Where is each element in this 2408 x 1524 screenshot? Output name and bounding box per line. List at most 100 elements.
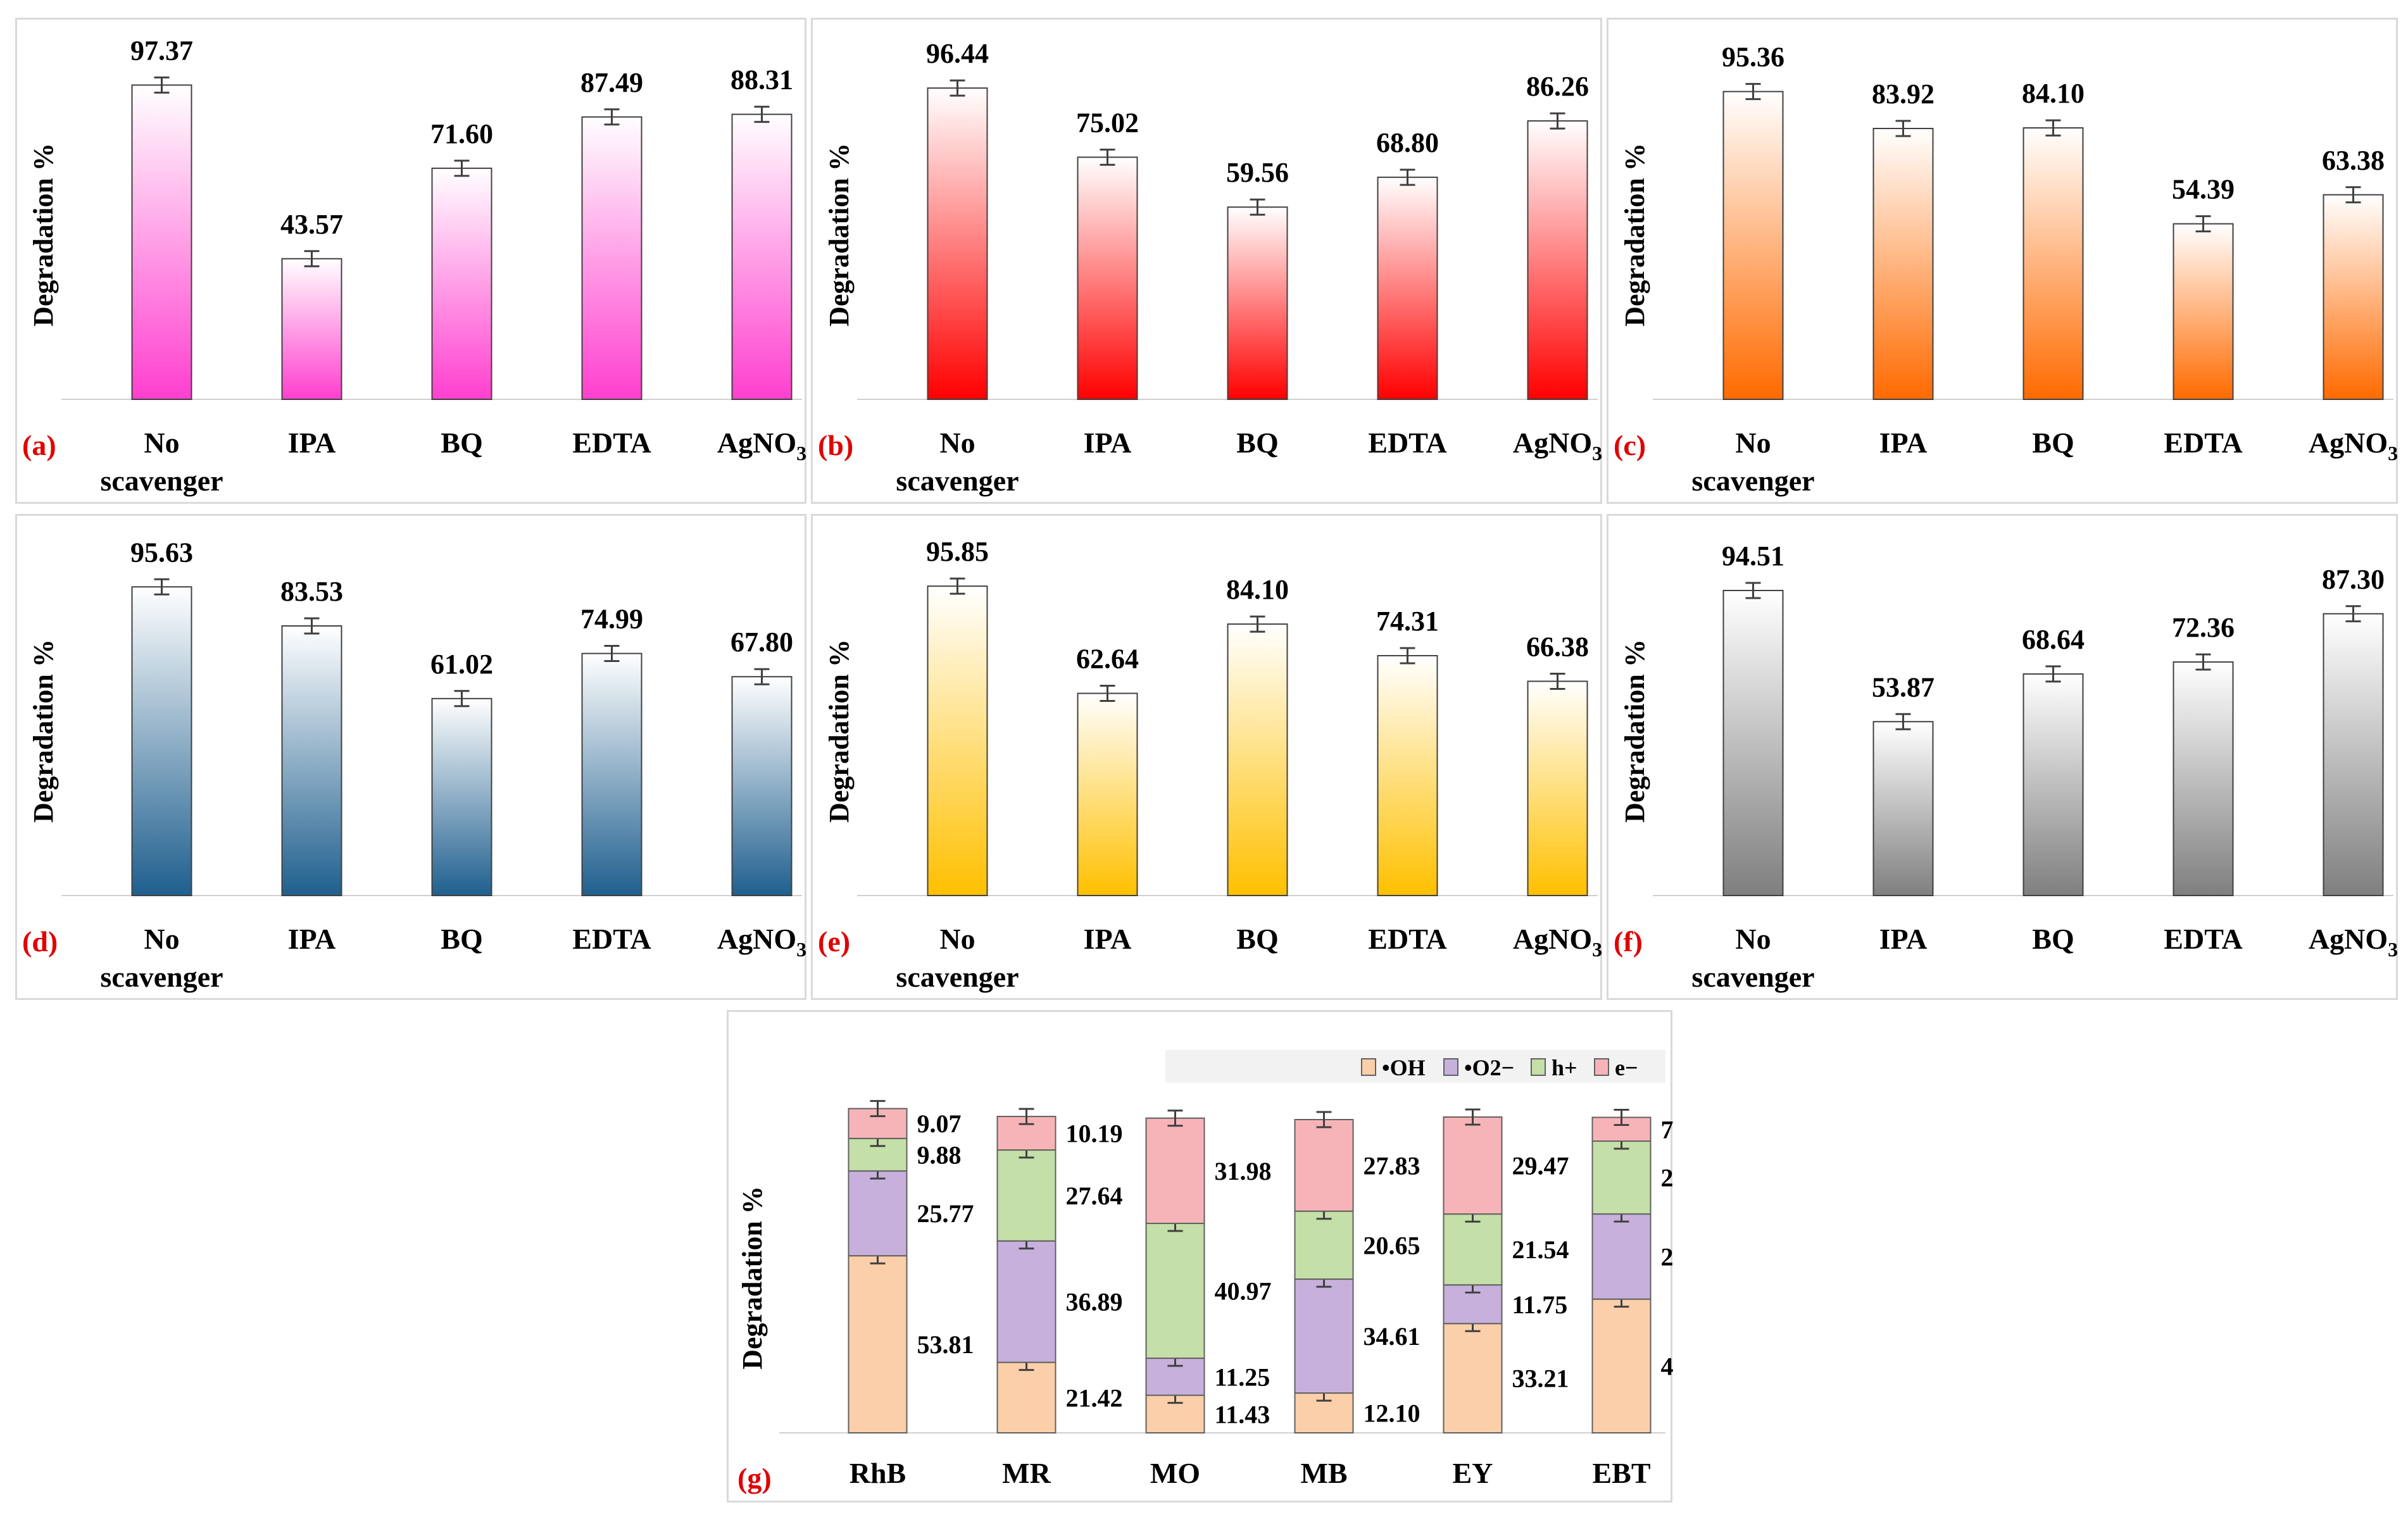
panel-d: Degradation % 95.63 No scavenger 83.53 IPA 61.…: [15, 514, 806, 1000]
legend-label-h: h+: [1552, 1055, 1577, 1080]
data-label-h-EBT: 22.14: [1661, 1164, 1675, 1192]
segment-h-MB: [1294, 1210, 1354, 1280]
chart-f: Degradation % 94.51 No scavenger 53.87 IPA 68.…: [1614, 540, 2398, 993]
tick-label-RhB: RhB: [850, 1457, 906, 1489]
legend-background: [1165, 1050, 1665, 1083]
segment-OH-RhB: [848, 1255, 908, 1433]
error-bar-e_minus-EY: [1465, 1108, 1481, 1126]
data-label-4: 74.31: [1376, 606, 1439, 637]
bar-1: [131, 84, 192, 401]
tick-label-1: No: [939, 923, 975, 955]
data-label-1: 97.37: [130, 35, 193, 66]
data-label-1: 94.51: [1722, 540, 1784, 572]
bar-3: [1227, 206, 1288, 400]
data-label-4: 54.39: [2172, 174, 2235, 205]
error-bar-5: [754, 668, 770, 685]
legend-label-O2: •O2−: [1464, 1055, 1514, 1080]
bar-1: [1722, 589, 1784, 897]
data-label-OH-RhB: 53.81: [917, 1330, 974, 1359]
error-bar-e_minus-MO: [1167, 1109, 1183, 1127]
bar-2: [1077, 156, 1138, 400]
tick-label-4: EDTA: [1368, 923, 1446, 955]
error-bar-1: [154, 76, 170, 94]
error-bar-2: [1895, 713, 1911, 730]
tick-label-1-line2: scavenger: [100, 961, 223, 993]
data-label-e_minus-MR: 10.19: [1066, 1120, 1123, 1148]
error-bar-1: [1745, 582, 1761, 599]
bar-1: [927, 585, 988, 896]
tick-label-2: IPA: [1084, 427, 1132, 459]
data-label-3: 68.64: [2022, 624, 2085, 655]
data-label-e_minus-EY: 29.47: [1512, 1152, 1569, 1180]
tick-label-4: EDTA: [572, 427, 651, 459]
data-label-5: 88.31: [731, 65, 793, 96]
tick-label-3: BQ: [1236, 923, 1278, 955]
data-label-OH-EY: 33.21: [1512, 1365, 1569, 1393]
tick-label-1: No: [144, 427, 179, 459]
error-bar-3: [2045, 119, 2061, 137]
bar-3: [431, 167, 492, 400]
tick-label-1: No: [939, 427, 975, 459]
segment-e_minus-EY: [1443, 1116, 1503, 1215]
data-label-2: 62.64: [1076, 644, 1139, 675]
segment-OH-EBT: [1591, 1298, 1652, 1433]
tick-label-5: AgNO3: [1513, 427, 1602, 465]
data-label-e_minus-EBT: 7.21: [1661, 1115, 1675, 1144]
data-label-3: 71.60: [430, 118, 493, 149]
data-label-1: 95.85: [926, 536, 989, 567]
tick-label-2: IPA: [1879, 427, 1928, 459]
bar-4: [2173, 661, 2234, 897]
data-label-3: 84.10: [1226, 574, 1289, 605]
bar-1: [1722, 91, 1784, 400]
bar-3: [431, 697, 492, 896]
error-bar-3: [454, 690, 470, 708]
tick-label-MO: MO: [1150, 1457, 1200, 1489]
data-label-h-RhB: 9.88: [917, 1140, 962, 1169]
error-bar-4: [604, 645, 620, 663]
segment-e_minus-MB: [1294, 1119, 1354, 1212]
bar-2: [1077, 692, 1138, 896]
tick-label-1-line2: scavenger: [1691, 465, 1814, 497]
error-bar-5: [1550, 672, 1565, 690]
data-label-OH-MR: 21.42: [1066, 1383, 1123, 1412]
data-label-1: 95.36: [1722, 42, 1784, 73]
error-bar-3: [1250, 615, 1265, 633]
data-label-3: 84.10: [2022, 78, 2085, 109]
tick-label-1-line2: scavenger: [896, 465, 1019, 497]
chart-a: Degradation % 97.37 No scavenger 43.57 IPA 71.…: [22, 35, 806, 497]
error-bar-2: [1100, 148, 1115, 166]
error-bar-5: [2345, 186, 2361, 204]
bar-1: [927, 87, 988, 400]
panel-g: Degradation % 53.81 25.77 9.88 9.07 RhB 21.42 3…: [727, 1010, 1718, 1502]
panel-label: (e): [818, 925, 850, 958]
bar-4: [1377, 177, 1438, 400]
tick-label-1: No: [1735, 427, 1771, 459]
tick-label-EY: EY: [1453, 1457, 1493, 1489]
bar-5: [1527, 120, 1588, 400]
error-bar-5: [2345, 605, 2361, 623]
segment-h-MR: [996, 1149, 1057, 1242]
segment-OH-EY: [1443, 1323, 1503, 1434]
segment-O2-MO: [1145, 1358, 1205, 1396]
legend-swatch-OH: [1361, 1058, 1376, 1076]
segment-h-EY: [1443, 1213, 1503, 1286]
bar-2: [1872, 128, 1934, 400]
error-bar-4: [1400, 647, 1415, 665]
data-label-2: 75.02: [1076, 107, 1139, 138]
y-axis-label: Degradation %: [824, 639, 855, 823]
chart-e: Degradation % 95.85 No scavenger 62.64 IPA 84.…: [818, 536, 1602, 993]
tick-label-1-line2: scavenger: [100, 465, 223, 497]
tick-label-2: IPA: [1879, 923, 1928, 955]
data-label-3: 59.56: [1226, 157, 1289, 188]
segment-O2-MB: [1294, 1278, 1354, 1394]
tick-label-4: EDTA: [1368, 427, 1446, 459]
bar-2: [281, 258, 342, 400]
data-label-h-MR: 27.64: [1066, 1182, 1123, 1210]
tick-label-3: BQ: [1236, 427, 1278, 459]
tick-label-3: BQ: [2032, 427, 2074, 459]
panel-f: Degradation % 94.51 No scavenger 53.87 IPA 68.…: [1607, 514, 2398, 1000]
tick-label-3: BQ: [441, 923, 482, 955]
data-label-e_minus-MO: 31.98: [1215, 1157, 1272, 1185]
bar-5: [2323, 613, 2384, 897]
error-bar-1: [950, 577, 965, 595]
